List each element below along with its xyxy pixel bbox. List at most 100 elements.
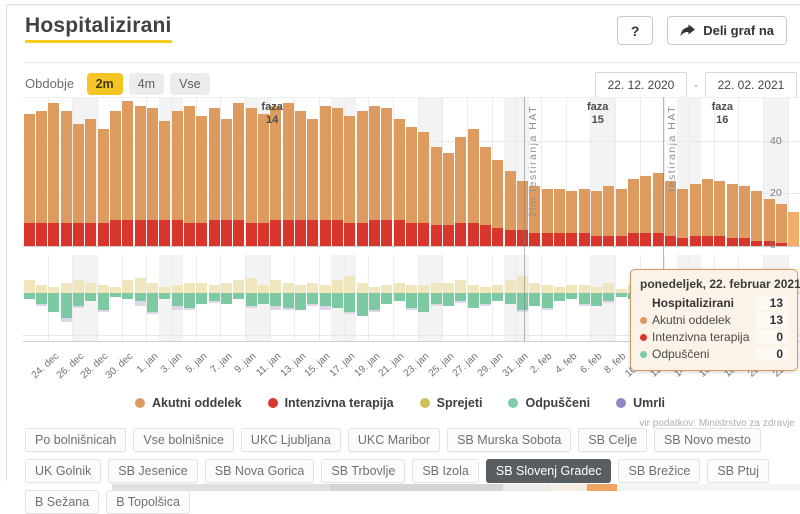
discharged-bar[interactable]: [504, 293, 516, 304]
hospital-button[interactable]: Vse bolnišnice: [133, 428, 234, 452]
hospital-bar[interactable]: [159, 121, 171, 246]
discharged-bar[interactable]: [196, 293, 208, 304]
admitted-bar[interactable]: [196, 282, 208, 293]
deceased-bar[interactable]: [36, 303, 47, 306]
hospital-bar[interactable]: [196, 116, 208, 246]
hospital-bar[interactable]: [677, 188, 689, 246]
discharged-bar[interactable]: [97, 293, 109, 310]
deceased-bar[interactable]: [603, 301, 615, 304]
help-button[interactable]: ?: [617, 16, 654, 45]
admitted-bar[interactable]: [369, 286, 380, 293]
hospital-button[interactable]: SB Izola: [412, 459, 479, 483]
admitted-bar[interactable]: [406, 284, 417, 293]
admitted-bar[interactable]: [147, 282, 158, 293]
discharged-bar[interactable]: [270, 293, 282, 306]
hospital-bar[interactable]: [418, 131, 430, 246]
discharged-bar[interactable]: [615, 293, 627, 298]
admitted-bar[interactable]: [85, 282, 97, 293]
hospital-bar[interactable]: [554, 188, 565, 246]
deceased-bar[interactable]: [430, 303, 442, 306]
hospital-bar[interactable]: [122, 100, 134, 246]
hospital-bar[interactable]: [591, 191, 602, 246]
hospital-bar[interactable]: [492, 160, 504, 246]
legend-item[interactable]: Umrli: [616, 396, 665, 410]
deceased-bar[interactable]: [97, 309, 109, 312]
deceased-bar[interactable]: [282, 307, 294, 310]
admitted-bar[interactable]: [110, 286, 121, 293]
hospital-bar[interactable]: [665, 181, 676, 246]
hospital-button[interactable]: SB Ptuj: [707, 459, 770, 483]
admitted-bar[interactable]: [418, 284, 430, 293]
hospital-bar[interactable]: [270, 105, 282, 246]
discharged-bar[interactable]: [467, 293, 479, 308]
legend-item[interactable]: Intenzivna terapija: [267, 396, 394, 410]
admitted-bar[interactable]: [295, 284, 306, 293]
admitted-bar[interactable]: [356, 282, 368, 293]
discharged-bar[interactable]: [603, 293, 615, 302]
hospital-bar[interactable]: [319, 105, 331, 246]
hospital-bar[interactable]: [184, 105, 195, 246]
deceased-bar[interactable]: [344, 311, 356, 314]
hospital-button[interactable]: SB Trbovlje: [321, 459, 406, 483]
admitted-bar[interactable]: [97, 284, 109, 293]
admitted-bar[interactable]: [591, 286, 602, 293]
discharged-bar[interactable]: [147, 293, 158, 312]
admitted-bar[interactable]: [282, 282, 294, 293]
hospital-button[interactable]: UKC Ljubljana: [240, 428, 341, 452]
discharged-bar[interactable]: [369, 293, 380, 310]
hospital-bar[interactable]: [652, 173, 664, 246]
hospital-bar[interactable]: [23, 113, 35, 246]
discharged-bar[interactable]: [307, 293, 319, 304]
admitted-bar[interactable]: [504, 280, 516, 293]
discharged-bar[interactable]: [184, 293, 195, 308]
admitted-bar[interactable]: [430, 282, 442, 293]
discharged-bar[interactable]: [517, 293, 528, 310]
admitted-bar[interactable]: [171, 284, 183, 293]
discharged-bar[interactable]: [122, 293, 134, 300]
discharged-bar[interactable]: [480, 293, 491, 304]
admitted-bar[interactable]: [344, 276, 356, 293]
deceased-bar[interactable]: [184, 307, 195, 310]
hospital-bar[interactable]: [332, 108, 343, 246]
hospital-bar[interactable]: [467, 129, 479, 246]
hospital-button[interactable]: SB Slovenj Gradec: [485, 459, 612, 483]
admitted-bar[interactable]: [184, 282, 195, 293]
hospital-bar[interactable]: [443, 152, 454, 246]
hospital-bar[interactable]: [85, 118, 97, 246]
hospital-bar[interactable]: [763, 199, 775, 246]
hospital-button[interactable]: SB Jesenice: [108, 459, 198, 483]
discharged-bar[interactable]: [578, 293, 590, 304]
hospital-bar[interactable]: [640, 175, 652, 246]
discharged-bar[interactable]: [566, 293, 578, 300]
deceased-bar[interactable]: [406, 307, 417, 310]
discharged-bar[interactable]: [591, 293, 602, 306]
legend-item[interactable]: Odpuščeni: [508, 396, 590, 410]
discharged-bar[interactable]: [171, 293, 183, 306]
deceased-bar[interactable]: [171, 305, 183, 310]
deceased-bar[interactable]: [60, 318, 72, 323]
hospital-button[interactable]: SB Celje: [578, 428, 647, 452]
admitted-bar[interactable]: [122, 280, 134, 293]
hospital-bar[interactable]: [566, 191, 578, 246]
hospital-bar[interactable]: [97, 129, 109, 246]
discharged-bar[interactable]: [529, 293, 541, 306]
discharged-bar[interactable]: [73, 293, 84, 306]
discharged-bar[interactable]: [48, 293, 60, 312]
hospital-bar[interactable]: [776, 204, 787, 246]
hospital-bar[interactable]: [48, 103, 60, 246]
admitted-bar[interactable]: [554, 286, 565, 293]
hospital-button[interactable]: Po bolnišnicah: [25, 428, 127, 452]
share-button[interactable]: Deli graf na: [667, 16, 787, 45]
hospital-bar[interactable]: [147, 108, 158, 246]
deceased-bar[interactable]: [134, 301, 146, 306]
hospital-button[interactable]: SB Nova Gorica: [204, 459, 315, 483]
hospital-button[interactable]: B Sežana: [25, 490, 100, 514]
admitted-bar[interactable]: [492, 284, 504, 293]
hospital-bar[interactable]: [578, 188, 590, 246]
deceased-bar[interactable]: [147, 311, 158, 314]
discharged-bar[interactable]: [393, 293, 405, 302]
deceased-bar[interactable]: [517, 309, 528, 312]
admitted-bar[interactable]: [60, 282, 72, 293]
admitted-bar[interactable]: [208, 284, 220, 293]
discharged-bar[interactable]: [258, 293, 269, 304]
